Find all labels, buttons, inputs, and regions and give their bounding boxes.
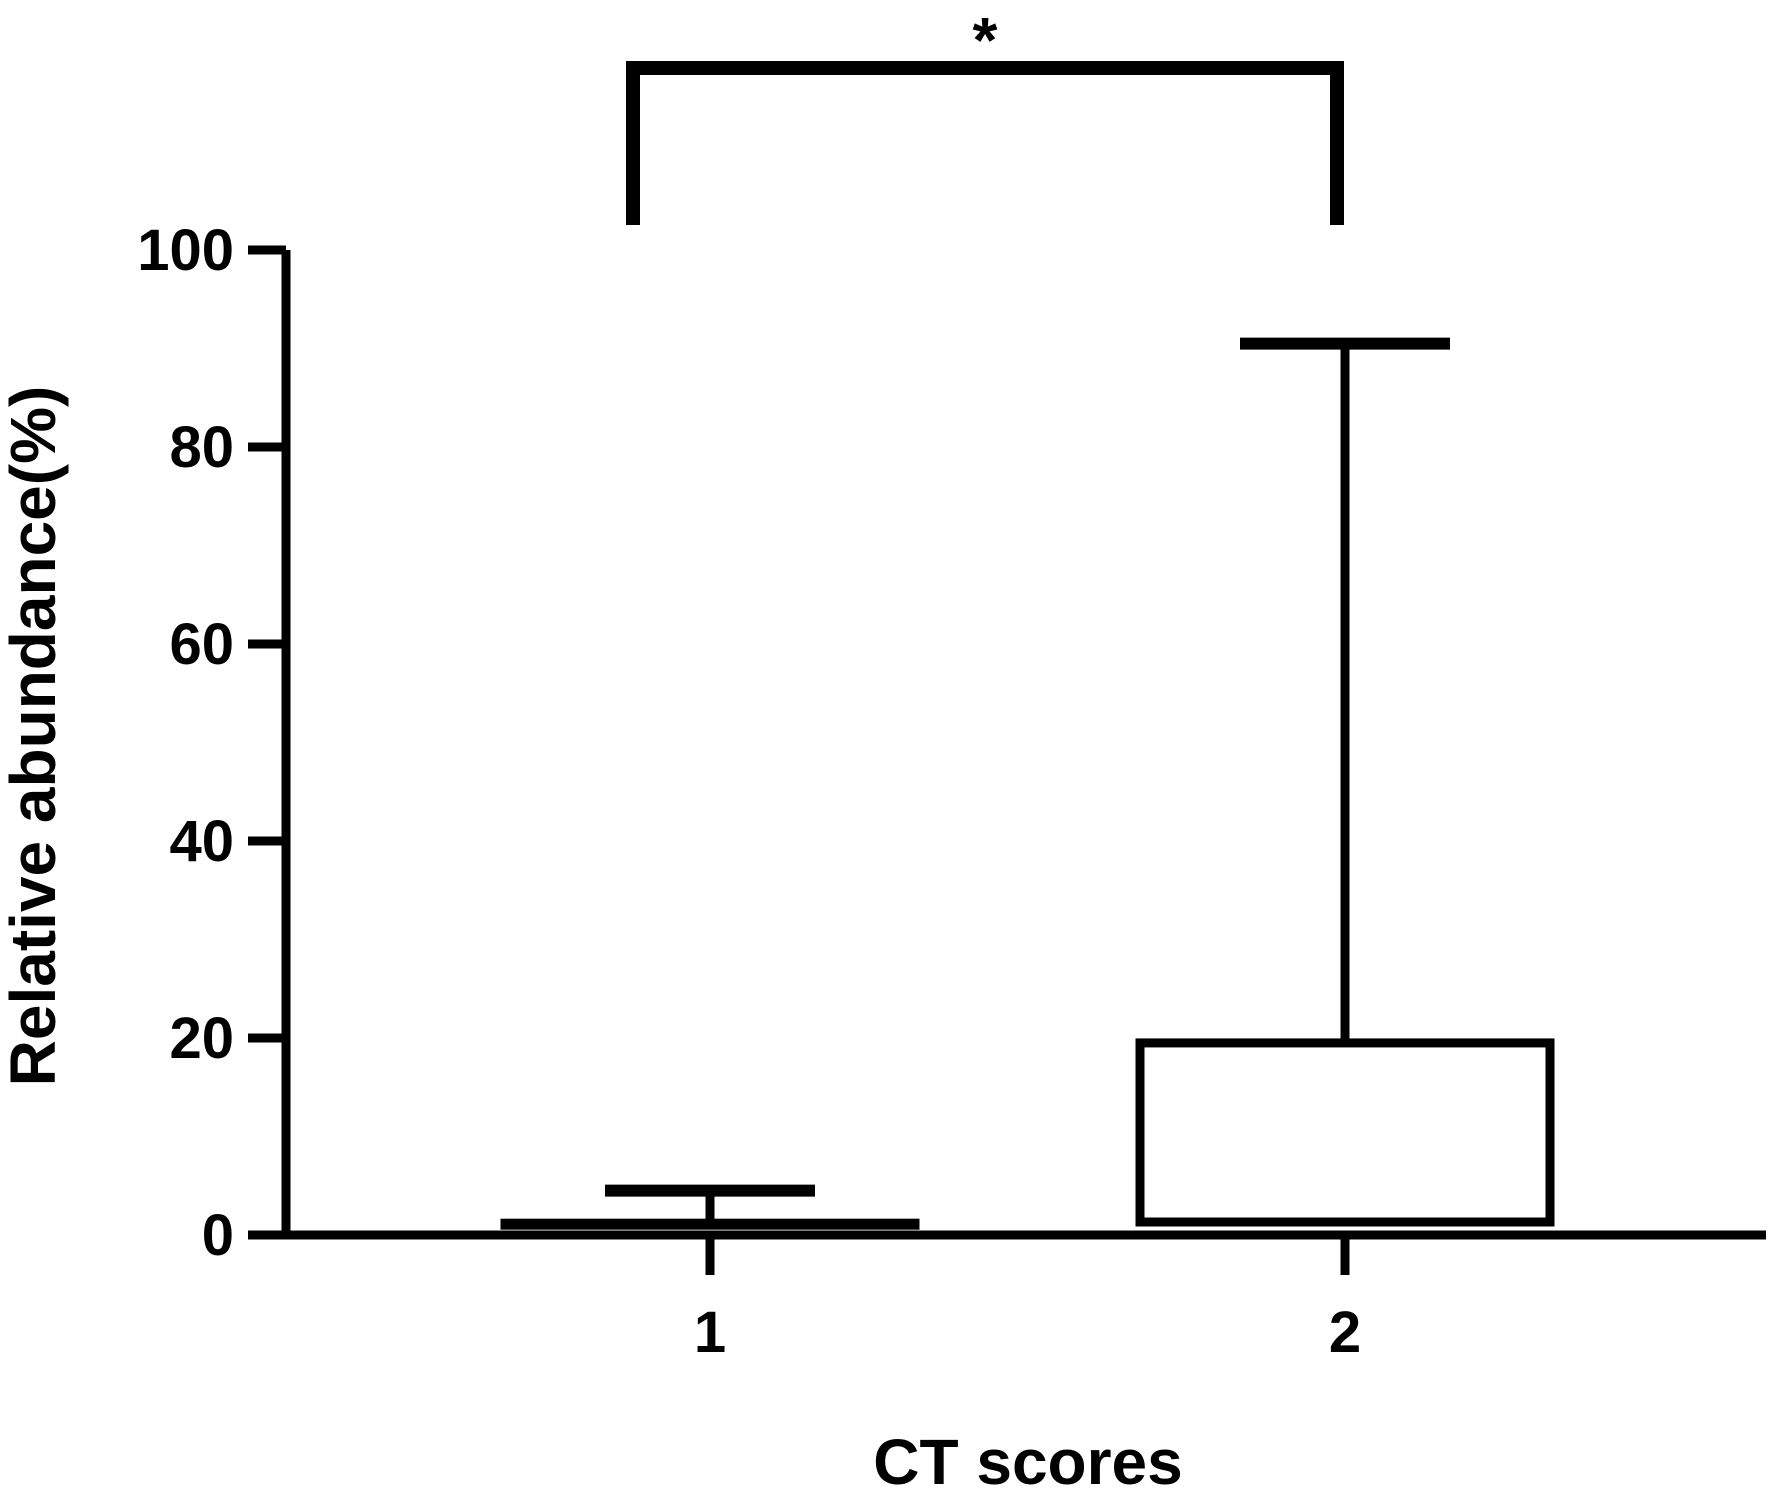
x-tick-label: 2 (1329, 1300, 1361, 1365)
axes (248, 250, 1766, 1240)
bar-1 (500, 1218, 920, 1230)
bars (500, 1038, 1555, 1230)
y-axis-title: Relative abundance(%) (0, 386, 69, 1087)
y-tick-label: 80 (169, 415, 234, 480)
significance-label: * (973, 4, 998, 76)
y-ticks: 0 20 40 60 80 100 (137, 218, 286, 1268)
y-tick-label: 60 (169, 612, 234, 677)
y-tick-label: 0 (202, 1203, 234, 1268)
y-tick-label: 20 (169, 1006, 234, 1071)
x-tick-label: 1 (694, 1300, 726, 1365)
y-tick-label: 100 (137, 218, 234, 283)
y-tick-label: 40 (169, 809, 234, 874)
significance-line (626, 61, 1344, 225)
bar-2 (1135, 1038, 1555, 1227)
error-bars (605, 337, 1450, 1224)
x-axis-title: CT scores (873, 1426, 1182, 1498)
significance-bracket: * (626, 4, 1344, 225)
